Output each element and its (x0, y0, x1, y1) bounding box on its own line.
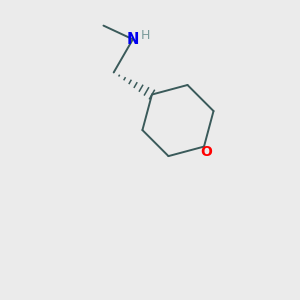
Text: H: H (140, 29, 150, 42)
Text: O: O (200, 145, 212, 159)
Text: N: N (127, 32, 139, 47)
